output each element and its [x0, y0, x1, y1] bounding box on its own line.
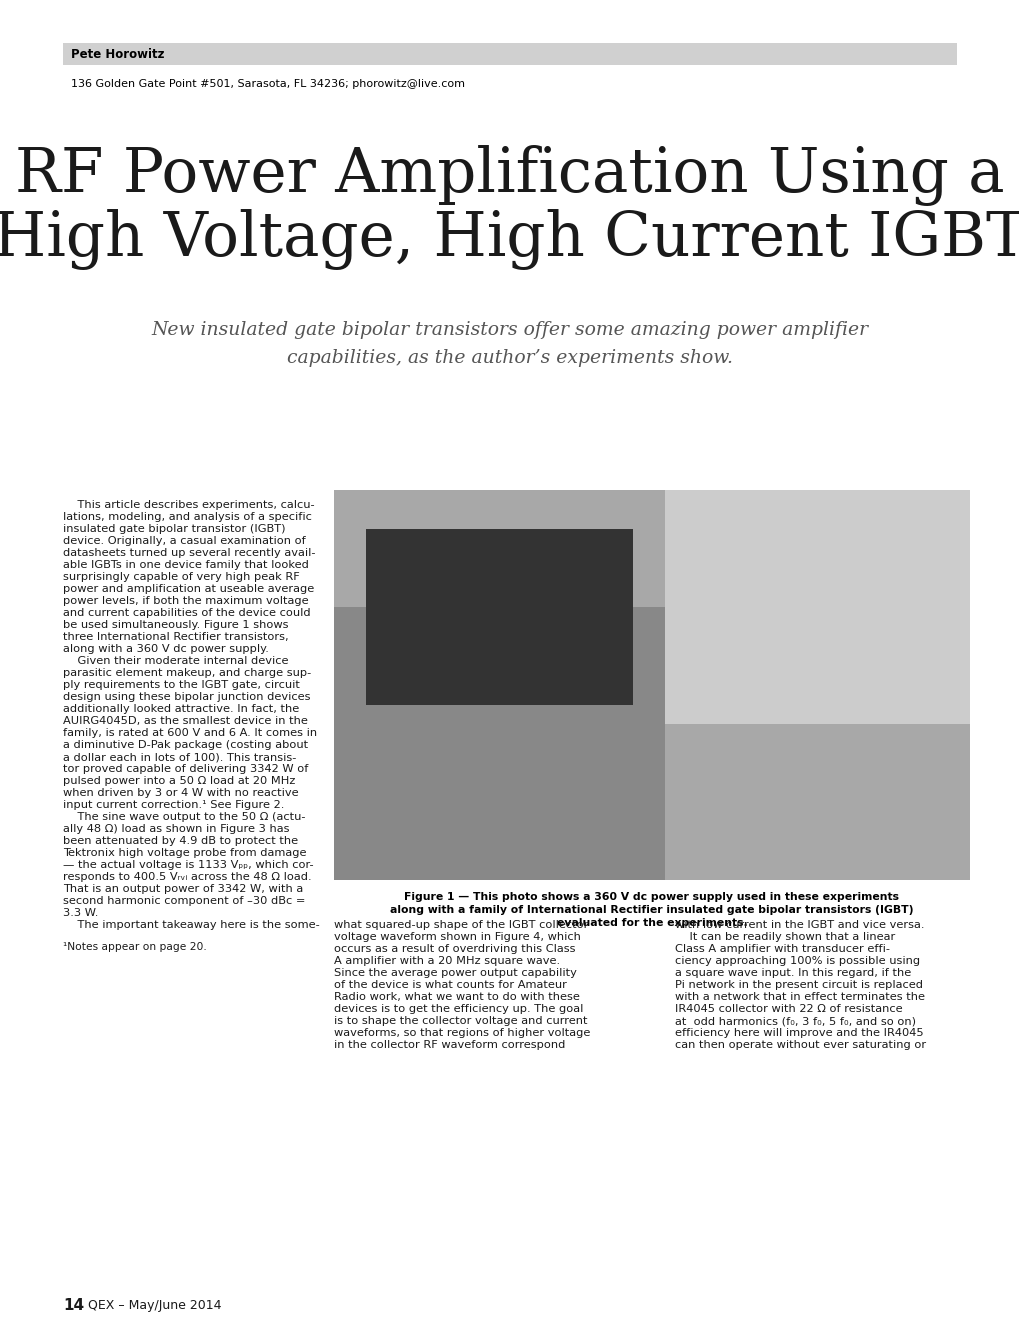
Text: Given their moderate internal device: Given their moderate internal device: [63, 656, 288, 665]
Text: along with a 360 V dc power supply.: along with a 360 V dc power supply.: [63, 644, 269, 653]
Text: along with a family of International Rectifier insulated gate bipolar transistor: along with a family of International Rec…: [390, 905, 913, 915]
Text: at  odd harmonics (f₀, 3 f₀, 5 f₀, and so on): at odd harmonics (f₀, 3 f₀, 5 f₀, and so…: [675, 1016, 915, 1026]
Text: datasheets turned up several recently avail-: datasheets turned up several recently av…: [63, 548, 315, 558]
Bar: [333, 607, 664, 880]
Text: been attenuated by 4.9 dB to protect the: been attenuated by 4.9 dB to protect the: [63, 836, 298, 846]
Text: Class A amplifier with transducer effi-: Class A amplifier with transducer effi-: [675, 944, 890, 953]
Text: parasitic element makeup, and charge sup-: parasitic element makeup, and charge sup…: [63, 668, 311, 678]
Text: surprisingly capable of very high peak RF: surprisingly capable of very high peak R…: [63, 572, 300, 582]
Bar: [664, 490, 969, 724]
Text: tor proved capable of delivering 3342 W of: tor proved capable of delivering 3342 W …: [63, 765, 308, 774]
Bar: [366, 529, 633, 704]
Text: QEX – May/June 2014: QEX – May/June 2014: [79, 1299, 221, 1311]
Text: and current capabilities of the device could: and current capabilities of the device c…: [63, 608, 311, 619]
Text: Pi network in the present circuit is replaced: Pi network in the present circuit is rep…: [675, 980, 922, 990]
Text: is to shape the collector voltage and current: is to shape the collector voltage and cu…: [333, 1016, 587, 1026]
Text: efficiency here will improve and the IR4045: efficiency here will improve and the IR4…: [675, 1028, 923, 1038]
Text: occurs as a result of overdriving this Class: occurs as a result of overdriving this C…: [333, 944, 575, 953]
Text: ply requirements to the IGBT gate, circuit: ply requirements to the IGBT gate, circu…: [63, 680, 300, 690]
Text: insulated gate bipolar transistor (IGBT): insulated gate bipolar transistor (IGBT): [63, 524, 285, 534]
Text: ally 48 Ω) load as shown in Figure 3 has: ally 48 Ω) load as shown in Figure 3 has: [63, 823, 289, 834]
Text: AUIRG4045D, as the smallest device in the: AUIRG4045D, as the smallest device in th…: [63, 716, 308, 726]
Text: capabilities, as the author’s experiments show.: capabilities, as the author’s experiment…: [286, 349, 733, 367]
Text: A amplifier with a 20 MHz square wave.: A amplifier with a 20 MHz square wave.: [333, 956, 559, 965]
Text: a diminutive D-Pak package (costing about: a diminutive D-Pak package (costing abou…: [63, 740, 308, 750]
Text: Radio work, what we want to do with these: Radio work, what we want to do with thes…: [333, 992, 580, 1002]
Text: responds to 400.5 Vᵣᵥᵢ across the 48 Ω load.: responds to 400.5 Vᵣᵥᵢ across the 48 Ω l…: [63, 872, 312, 882]
Text: High Voltage, High Current IGBT: High Voltage, High Current IGBT: [0, 209, 1019, 270]
Text: with low current in the IGBT and vice versa.: with low current in the IGBT and vice ve…: [675, 920, 923, 931]
Text: a dollar each in lots of 100). This transis-: a dollar each in lots of 100). This tran…: [63, 753, 297, 762]
Text: design using these bipolar junction devices: design using these bipolar junction devi…: [63, 692, 310, 702]
Text: power levels, if both the maximum voltage: power levels, if both the maximum voltag…: [63, 596, 309, 607]
Text: It can be readily shown that a linear: It can be readily shown that a linear: [675, 932, 895, 943]
Text: Tektronix high voltage probe from damage: Tektronix high voltage probe from damage: [63, 848, 306, 858]
Text: 3.3 W.: 3.3 W.: [63, 908, 98, 919]
Text: family, is rated at 600 V and 6 A. It comes in: family, is rated at 600 V and 6 A. It co…: [63, 728, 317, 738]
Text: evaluated for the experiments.: evaluated for the experiments.: [556, 919, 747, 928]
Text: ciency approaching 100% is possible using: ciency approaching 100% is possible usin…: [675, 956, 919, 965]
Text: This article describes experiments, calcu-: This article describes experiments, calc…: [63, 499, 314, 510]
Text: That is an output power of 3342 W, with a: That is an output power of 3342 W, with …: [63, 884, 303, 894]
Text: IR4045 collector with 22 Ω of resistance: IR4045 collector with 22 Ω of resistance: [675, 1004, 902, 1014]
Text: additionally looked attractive. In fact, the: additionally looked attractive. In fact,…: [63, 704, 299, 714]
Text: input current correction.¹ See Figure 2.: input current correction.¹ See Figure 2.: [63, 799, 284, 810]
Bar: [63, 43, 956, 66]
Text: power and amplification at useable average: power and amplification at useable avera…: [63, 584, 314, 595]
Text: what squared-up shape of the IGBT collector: what squared-up shape of the IGBT collec…: [333, 920, 588, 931]
Text: lations, modeling, and analysis of a specific: lations, modeling, and analysis of a spe…: [63, 511, 312, 522]
Text: of the device is what counts for Amateur: of the device is what counts for Amateur: [333, 980, 567, 990]
Text: when driven by 3 or 4 W with no reactive: when driven by 3 or 4 W with no reactive: [63, 787, 299, 798]
Text: Figure 1 — This photo shows a 360 V dc power supply used in these experiments: Figure 1 — This photo shows a 360 V dc p…: [405, 892, 899, 902]
Text: device. Originally, a casual examination of: device. Originally, a casual examination…: [63, 536, 306, 546]
Text: able IGBTs in one device family that looked: able IGBTs in one device family that loo…: [63, 560, 309, 570]
Text: RF Power Amplification Using a: RF Power Amplification Using a: [15, 145, 1004, 205]
Text: pulsed power into a 50 Ω load at 20 MHz: pulsed power into a 50 Ω load at 20 MHz: [63, 777, 296, 786]
Text: voltage waveform shown in Figure 4, which: voltage waveform shown in Figure 4, whic…: [333, 932, 580, 943]
Text: can then operate without ever saturating or: can then operate without ever saturating…: [675, 1040, 925, 1050]
Text: in the collector RF waveform correspond: in the collector RF waveform correspond: [333, 1040, 565, 1050]
Text: The sine wave output to the 50 Ω (actu-: The sine wave output to the 50 Ω (actu-: [63, 811, 306, 822]
Text: a square wave input. In this regard, if the: a square wave input. In this regard, if …: [675, 968, 910, 977]
Text: waveforms, so that regions of higher voltage: waveforms, so that regions of higher vol…: [333, 1028, 590, 1038]
Text: ¹Notes appear on page 20.: ¹Notes appear on page 20.: [63, 943, 207, 952]
Text: 136 Golden Gate Point #501, Sarasota, FL 34236; phorowitz@live.com: 136 Golden Gate Point #501, Sarasota, FL…: [71, 79, 465, 88]
Text: be used simultaneously. Figure 1 shows: be used simultaneously. Figure 1 shows: [63, 620, 288, 631]
Text: Pete Horowitz: Pete Horowitz: [71, 48, 164, 62]
Text: devices is to get the efficiency up. The goal: devices is to get the efficiency up. The…: [333, 1004, 583, 1014]
Text: New insulated gate bipolar transistors offer some amazing power amplifier: New insulated gate bipolar transistors o…: [151, 321, 868, 339]
Bar: [333, 490, 969, 880]
Text: with a network that in effect terminates the: with a network that in effect terminates…: [675, 992, 924, 1002]
Text: three International Rectifier transistors,: three International Rectifier transistor…: [63, 632, 288, 641]
Text: 14: 14: [63, 1297, 84, 1312]
Text: — the actual voltage is 1133 Vₚₚ, which cor-: — the actual voltage is 1133 Vₚₚ, which …: [63, 860, 313, 870]
Text: The important takeaway here is the some-: The important takeaway here is the some-: [63, 920, 319, 931]
Text: Since the average power output capability: Since the average power output capabilit…: [333, 968, 577, 977]
Text: second harmonic component of –30 dBc =: second harmonic component of –30 dBc =: [63, 896, 305, 907]
